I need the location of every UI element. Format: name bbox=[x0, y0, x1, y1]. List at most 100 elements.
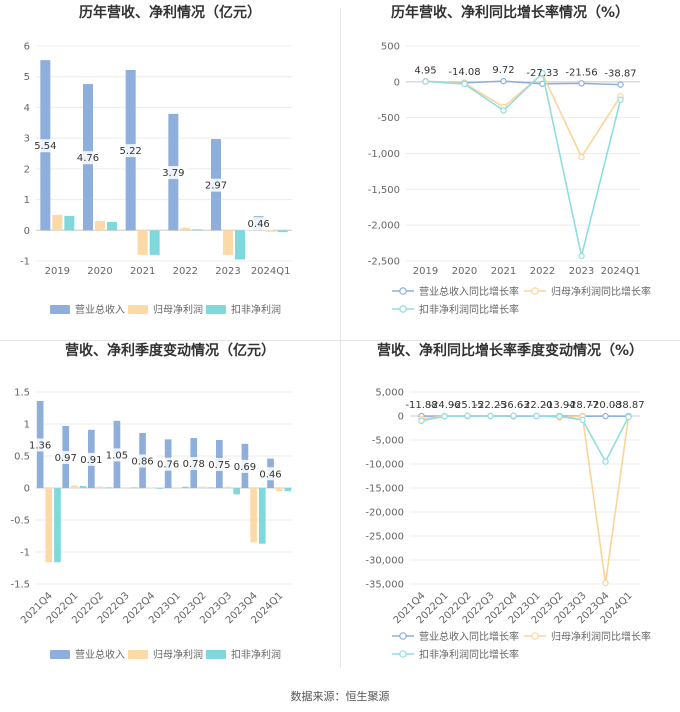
data-label: -14.08 bbox=[448, 67, 480, 78]
bar-deduct-profit bbox=[207, 487, 215, 489]
y-tick-label: 0 bbox=[398, 412, 404, 423]
line-point bbox=[617, 81, 624, 88]
data-label: 5.54 bbox=[34, 141, 56, 152]
bar-deduct-profit bbox=[233, 488, 240, 495]
legend-label: 营业总收入 bbox=[75, 648, 125, 661]
data-label: -24.96 bbox=[428, 400, 460, 411]
line-deduct-profit bbox=[421, 414, 630, 464]
bar-net-profit bbox=[173, 487, 181, 489]
y-tick-label: 0 bbox=[394, 77, 400, 88]
data-label: 4.95 bbox=[414, 65, 436, 76]
bar-net-profit bbox=[180, 227, 191, 231]
legend-marker bbox=[531, 287, 539, 295]
legend-marker bbox=[399, 632, 407, 640]
data-label-bg bbox=[116, 144, 145, 158]
data-label: -13.94 bbox=[543, 400, 575, 411]
line-point bbox=[602, 579, 609, 587]
bar-deduct-profit bbox=[284, 488, 292, 492]
bar-deduct-profit bbox=[277, 230, 288, 233]
legend-marker bbox=[399, 287, 407, 295]
data-label: 4.76 bbox=[77, 153, 99, 164]
data-label-bg bbox=[31, 139, 60, 153]
legend-label: 营业总收入同比增长率 bbox=[419, 630, 519, 643]
line-point bbox=[556, 413, 563, 420]
line-point bbox=[487, 412, 494, 420]
bar-deduct-profit bbox=[130, 487, 138, 489]
y-tick-label: 500 bbox=[381, 42, 400, 53]
line-point bbox=[625, 413, 632, 421]
bar-net-profit bbox=[147, 487, 155, 489]
legend-label: 营业总收入同比增长率 bbox=[419, 285, 519, 298]
chart-title: 营收、净利季度变动情况（亿元） bbox=[65, 342, 275, 359]
data-label: 0.46 bbox=[248, 219, 270, 230]
legend-swatch bbox=[206, 650, 226, 659]
data-label-bg bbox=[51, 450, 80, 464]
y-tick-label: 5,000 bbox=[375, 388, 404, 399]
data-label: -36.63 bbox=[497, 400, 529, 411]
y-tick-label: 4 bbox=[24, 103, 30, 114]
legend-swatch bbox=[128, 650, 148, 659]
x-tick-label: 2021 bbox=[491, 266, 516, 277]
line-point bbox=[500, 107, 507, 114]
data-label: 0.86 bbox=[131, 456, 153, 467]
y-tick-label: 5 bbox=[24, 72, 30, 83]
data-label: -11.88 bbox=[405, 400, 437, 411]
bar-net-profit bbox=[52, 214, 63, 231]
legend-label: 扣非净利润同比增长率 bbox=[419, 648, 519, 661]
chart-title: 历年营收、净利同比增长率情况（%） bbox=[391, 4, 629, 21]
line-point bbox=[533, 412, 540, 420]
legend-marker bbox=[399, 650, 407, 658]
data-label: 1.36 bbox=[29, 440, 51, 451]
data-label: 0.69 bbox=[234, 462, 256, 473]
y-tick-label: 0 bbox=[24, 484, 30, 495]
y-tick-label: 0.5 bbox=[14, 452, 30, 463]
line-point bbox=[578, 80, 585, 87]
line-point bbox=[578, 153, 585, 161]
y-tick-label: 2 bbox=[24, 164, 30, 175]
data-label: -28.77 bbox=[566, 400, 598, 411]
legend-marker bbox=[531, 632, 539, 640]
line-net-profit bbox=[425, 72, 622, 159]
line-point bbox=[539, 70, 546, 77]
bar-deduct-profit bbox=[156, 488, 164, 489]
legend-swatch bbox=[50, 650, 70, 659]
data-label-bg bbox=[179, 457, 208, 471]
data-label: 0.91 bbox=[80, 455, 102, 466]
legend-label: 归母净利润 bbox=[153, 303, 203, 316]
data-label: -27.33 bbox=[526, 68, 558, 79]
data-label-bg bbox=[244, 217, 273, 231]
data-label: 3.79 bbox=[162, 168, 184, 179]
line-point bbox=[422, 78, 429, 85]
y-tick-label: -1 bbox=[20, 548, 30, 559]
data-label-bg bbox=[154, 457, 183, 471]
legend-swatch bbox=[128, 305, 148, 314]
data-label: 0.78 bbox=[183, 459, 205, 470]
bar-deduct-profit bbox=[149, 230, 160, 255]
data-label-bg bbox=[77, 452, 106, 466]
bar-deduct-profit bbox=[235, 230, 245, 260]
bar-net-profit bbox=[265, 230, 276, 232]
line-deduct-profit bbox=[425, 71, 622, 257]
legend-label: 归母净利润同比增长率 bbox=[551, 285, 651, 298]
data-label: -38.87 bbox=[604, 69, 636, 80]
data-label-bg bbox=[102, 448, 131, 462]
y-tick-label: -2,000 bbox=[368, 221, 400, 232]
bar-net-profit bbox=[71, 485, 78, 488]
data-label-bg bbox=[159, 166, 188, 180]
data-label: -25.15 bbox=[451, 400, 483, 411]
y-tick-label: 1 bbox=[24, 420, 30, 431]
data-label: -20.08 bbox=[589, 400, 621, 411]
y-tick-label: -1.5 bbox=[10, 580, 30, 591]
y-tick-label: -35,000 bbox=[365, 580, 404, 591]
legend-label: 归母净利润同比增长率 bbox=[551, 630, 651, 643]
x-tick-label: 2021 bbox=[130, 266, 155, 277]
y-tick-label: -0.5 bbox=[10, 516, 30, 527]
data-label-bg bbox=[205, 458, 234, 471]
data-label: -22.20 bbox=[520, 400, 552, 411]
y-tick-label: -2,500 bbox=[368, 257, 400, 268]
line-point bbox=[602, 458, 609, 465]
line-point bbox=[510, 412, 517, 419]
data-label-bg bbox=[26, 438, 55, 452]
bar-net-profit bbox=[275, 488, 283, 492]
vertical-divider bbox=[340, 8, 341, 668]
